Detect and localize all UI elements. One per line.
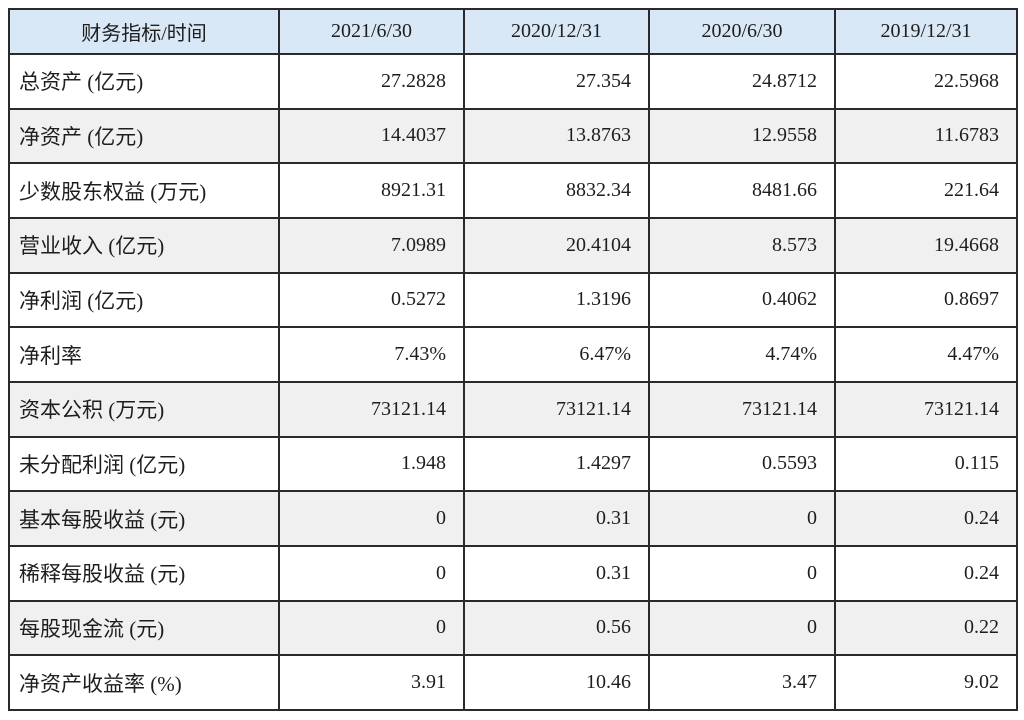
row-value: 0 xyxy=(648,544,836,602)
row-label: 稀释每股收益 (元) xyxy=(8,544,280,602)
table-row: 净利润 (亿元) 0.5272 1.3196 0.4062 0.8697 xyxy=(8,271,1018,329)
row-value: 1.4297 xyxy=(463,435,650,493)
row-value: 221.64 xyxy=(834,162,1018,219)
row-value: 12.9558 xyxy=(648,107,836,165)
row-value: 8.573 xyxy=(648,216,836,274)
table-row: 稀释每股收益 (元) 0 0.31 0 0.24 xyxy=(8,544,1018,602)
row-label: 净资产 (亿元) xyxy=(8,107,280,165)
table-row: 净利率 7.43% 6.47% 4.74% 4.47% xyxy=(8,326,1018,383)
row-value: 0.5272 xyxy=(278,271,465,329)
row-value: 22.5968 xyxy=(834,53,1018,110)
row-label: 净资产收益率 (%) xyxy=(8,654,280,711)
row-value: 9.02 xyxy=(834,654,1018,711)
row-value: 0.56 xyxy=(463,599,650,657)
table-row: 基本每股收益 (元) 0 0.31 0 0.24 xyxy=(8,490,1018,547)
row-value: 0 xyxy=(648,599,836,657)
column-header-2020-6-30: 2020/6/30 xyxy=(648,8,836,55)
row-value: 1.3196 xyxy=(463,271,650,329)
row-value: 11.6783 xyxy=(834,107,1018,165)
financial-indicators-table-container: 财务指标/时间 2021/6/30 2020/12/31 2020/6/30 2… xyxy=(8,8,1018,711)
row-label: 总资产 (亿元) xyxy=(8,53,280,110)
row-value: 3.91 xyxy=(278,654,465,711)
row-value: 0.8697 xyxy=(834,271,1018,329)
row-value: 8921.31 xyxy=(278,162,465,219)
row-value: 0 xyxy=(278,599,465,657)
row-value: 0.24 xyxy=(834,490,1018,547)
row-label: 每股现金流 (元) xyxy=(8,599,280,657)
row-value: 0.22 xyxy=(834,599,1018,657)
row-value: 6.47% xyxy=(463,326,650,383)
row-value: 4.47% xyxy=(834,326,1018,383)
row-label: 资本公积 (万元) xyxy=(8,380,280,438)
row-value: 7.43% xyxy=(278,326,465,383)
column-header-2021-6-30: 2021/6/30 xyxy=(278,8,465,55)
row-value: 0.4062 xyxy=(648,271,836,329)
row-value: 0.31 xyxy=(463,490,650,547)
column-header-metric: 财务指标/时间 xyxy=(8,8,280,55)
row-value: 0 xyxy=(278,490,465,547)
row-label: 净利率 xyxy=(8,326,280,383)
row-value: 0.31 xyxy=(463,544,650,602)
column-header-2020-12-31: 2020/12/31 xyxy=(463,8,650,55)
row-label: 净利润 (亿元) xyxy=(8,271,280,329)
row-value: 73121.14 xyxy=(834,380,1018,438)
row-value: 3.47 xyxy=(648,654,836,711)
row-value: 10.46 xyxy=(463,654,650,711)
table-row: 营业收入 (亿元) 7.0989 20.4104 8.573 19.4668 xyxy=(8,216,1018,274)
table-row: 净资产收益率 (%) 3.91 10.46 3.47 9.02 xyxy=(8,654,1018,711)
row-value: 7.0989 xyxy=(278,216,465,274)
row-value: 13.8763 xyxy=(463,107,650,165)
row-value: 0.24 xyxy=(834,544,1018,602)
row-value: 0 xyxy=(648,490,836,547)
row-label: 基本每股收益 (元) xyxy=(8,490,280,547)
row-value: 27.2828 xyxy=(278,53,465,110)
row-value: 14.4037 xyxy=(278,107,465,165)
row-value: 20.4104 xyxy=(463,216,650,274)
row-value: 73121.14 xyxy=(463,380,650,438)
row-value: 24.8712 xyxy=(648,53,836,110)
header-row: 财务指标/时间 2021/6/30 2020/12/31 2020/6/30 2… xyxy=(8,8,1018,55)
column-header-2019-12-31: 2019/12/31 xyxy=(834,8,1018,55)
table-body: 总资产 (亿元) 27.2828 27.354 24.8712 22.5968 … xyxy=(8,53,1018,711)
row-value: 8832.34 xyxy=(463,162,650,219)
row-value: 0.115 xyxy=(834,435,1018,493)
row-value: 8481.66 xyxy=(648,162,836,219)
row-value: 73121.14 xyxy=(278,380,465,438)
financial-indicators-table: 财务指标/时间 2021/6/30 2020/12/31 2020/6/30 2… xyxy=(8,8,1018,711)
table-row: 资本公积 (万元) 73121.14 73121.14 73121.14 731… xyxy=(8,380,1018,438)
table-row: 未分配利润 (亿元) 1.948 1.4297 0.5593 0.115 xyxy=(8,435,1018,493)
table-header: 财务指标/时间 2021/6/30 2020/12/31 2020/6/30 2… xyxy=(8,8,1018,55)
row-label: 未分配利润 (亿元) xyxy=(8,435,280,493)
row-value: 73121.14 xyxy=(648,380,836,438)
row-value: 1.948 xyxy=(278,435,465,493)
row-label: 少数股东权益 (万元) xyxy=(8,162,280,219)
row-value: 0.5593 xyxy=(648,435,836,493)
table-row: 总资产 (亿元) 27.2828 27.354 24.8712 22.5968 xyxy=(8,53,1018,110)
row-value: 0 xyxy=(278,544,465,602)
table-row: 每股现金流 (元) 0 0.56 0 0.22 xyxy=(8,599,1018,657)
row-value: 4.74% xyxy=(648,326,836,383)
row-value: 19.4668 xyxy=(834,216,1018,274)
table-row: 净资产 (亿元) 14.4037 13.8763 12.9558 11.6783 xyxy=(8,107,1018,165)
row-value: 27.354 xyxy=(463,53,650,110)
row-label: 营业收入 (亿元) xyxy=(8,216,280,274)
table-row: 少数股东权益 (万元) 8921.31 8832.34 8481.66 221.… xyxy=(8,162,1018,219)
